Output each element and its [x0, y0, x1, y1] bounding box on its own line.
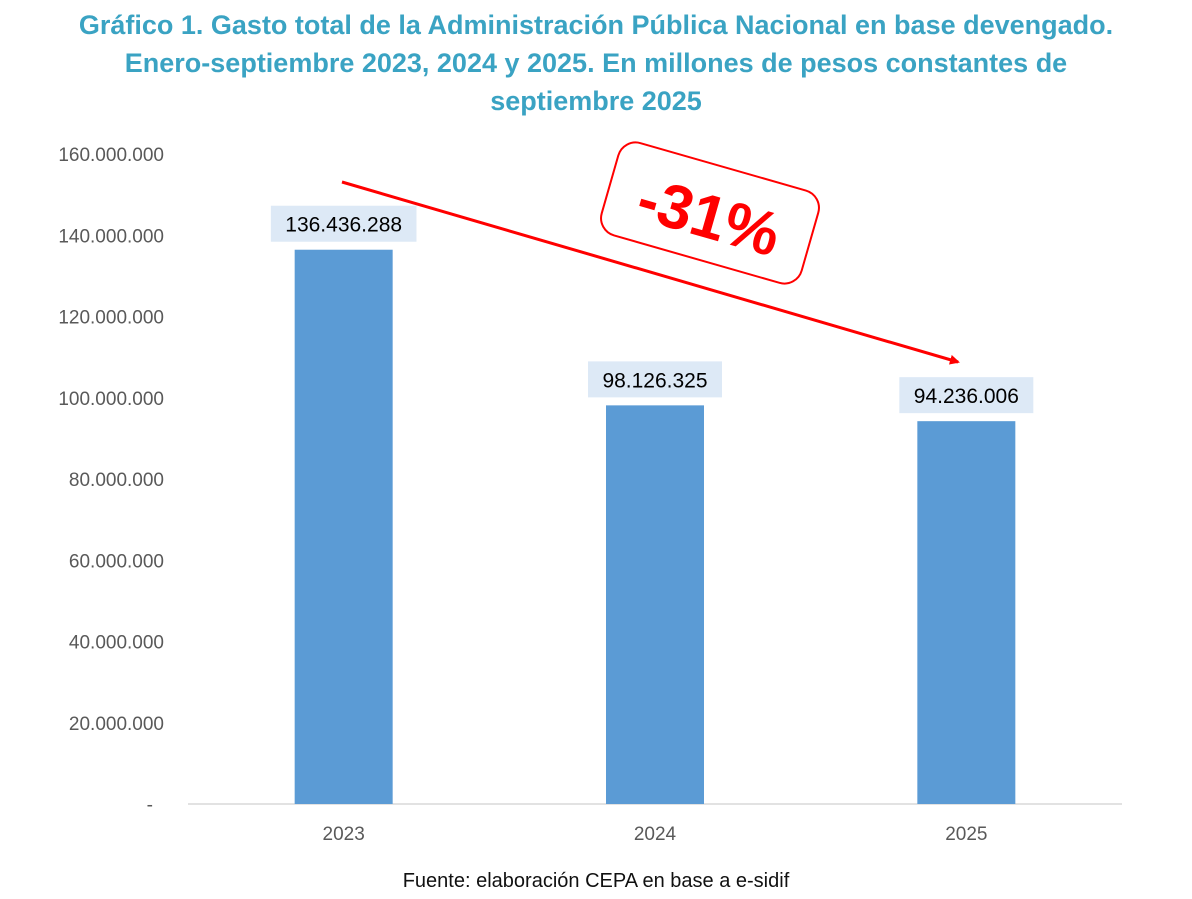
- data-label-background: [588, 361, 722, 398]
- x-tick-label-2025: 2025: [945, 824, 987, 845]
- chart-title: Gráfico 1. Gasto total de la Administrac…: [0, 6, 1192, 120]
- data-label-2023: 136.436.288: [285, 214, 402, 237]
- y-tick-label: 120.000.000: [58, 308, 164, 329]
- y-tick-label: 140.000.000: [58, 226, 164, 247]
- x-axis: 2023 2024 2025: [323, 824, 988, 845]
- trend-annotation: -31%: [341, 141, 960, 365]
- chart-title-line-3: septiembre 2025: [490, 86, 702, 116]
- source-note: Fuente: elaboración CEPA en base a e-sid…: [402, 870, 790, 892]
- bars: 136.436.288 98.126.325 94.236.006: [270, 205, 1034, 804]
- bar-2024: [606, 405, 704, 804]
- data-label-background: [270, 205, 417, 242]
- y-tick-label: -: [147, 795, 153, 816]
- y-tick-label: 20.000.000: [69, 714, 164, 735]
- x-tick-label-2024: 2024: [634, 824, 677, 845]
- trend-arrow: [341, 180, 960, 365]
- y-axis: - 20.000.000 40.000.000 60.000.000 80.000.00…: [58, 145, 164, 816]
- y-tick-label: 60.000.000: [69, 551, 164, 572]
- data-label-2025: 94.236.006: [914, 385, 1019, 408]
- data-label-2024: 98.126.325: [602, 369, 707, 392]
- data-label-background: [899, 377, 1034, 414]
- x-tick-label-2023: 2023: [323, 824, 365, 845]
- chart-title-line-2: Enero-septiembre 2023, 2024 y 2025. En m…: [124, 48, 1068, 78]
- chart-title-line-1: Gráfico 1. Gasto total de la Administrac…: [78, 10, 1114, 40]
- bar-2025: [917, 421, 1016, 804]
- y-tick-label: 40.000.000: [69, 633, 164, 654]
- y-tick-label: 100.000.000: [58, 389, 164, 410]
- bar-2023: [294, 249, 393, 804]
- y-tick-label: 160.000.000: [58, 145, 164, 166]
- y-tick-label: 80.000.000: [69, 470, 164, 491]
